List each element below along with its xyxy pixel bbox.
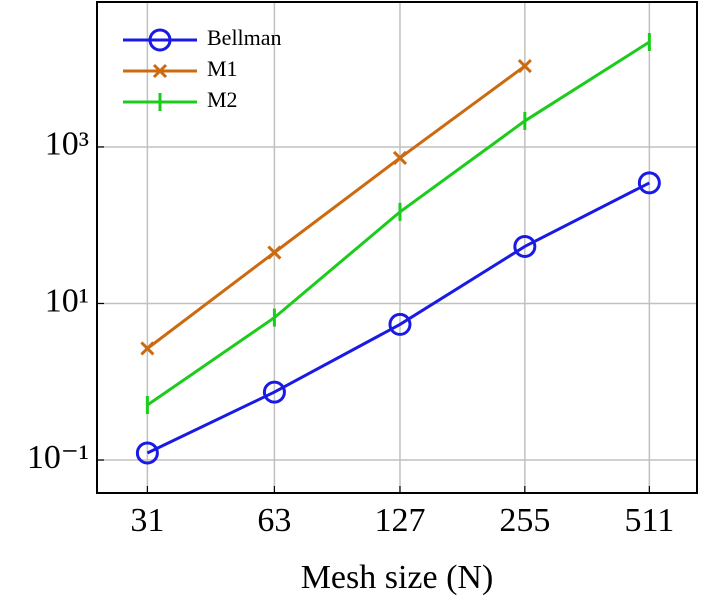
marker [388,312,412,336]
legend-label: M2 [207,87,238,112]
legend: Bellman M1 M2 [123,25,282,112]
series-line [146,64,526,350]
x-tick-label: 63 [257,502,291,539]
marker [392,150,408,165]
marker [135,441,159,465]
legend-label: M1 [207,56,238,81]
plot-frame [96,1,698,494]
marker [517,58,532,74]
marker [262,380,286,404]
x-tick-label: 511 [624,502,674,539]
y-tick-label: 10¹ [45,282,89,319]
marker [513,234,537,258]
x-axis-label: Mesh size (N) [301,559,494,596]
marker [140,341,155,356]
x-tick-label: 31 [130,502,164,539]
marker [152,63,168,79]
y-tick-label: 10³ [45,126,89,163]
x-tick-label: 127 [374,502,425,539]
marker [148,28,172,52]
y-tick-label: 10⁻¹ [27,439,89,476]
series-line [146,181,651,455]
marker [267,245,282,260]
marker [637,171,661,195]
legend-label: Bellman [207,25,282,50]
x-tick-label: 255 [499,502,550,539]
